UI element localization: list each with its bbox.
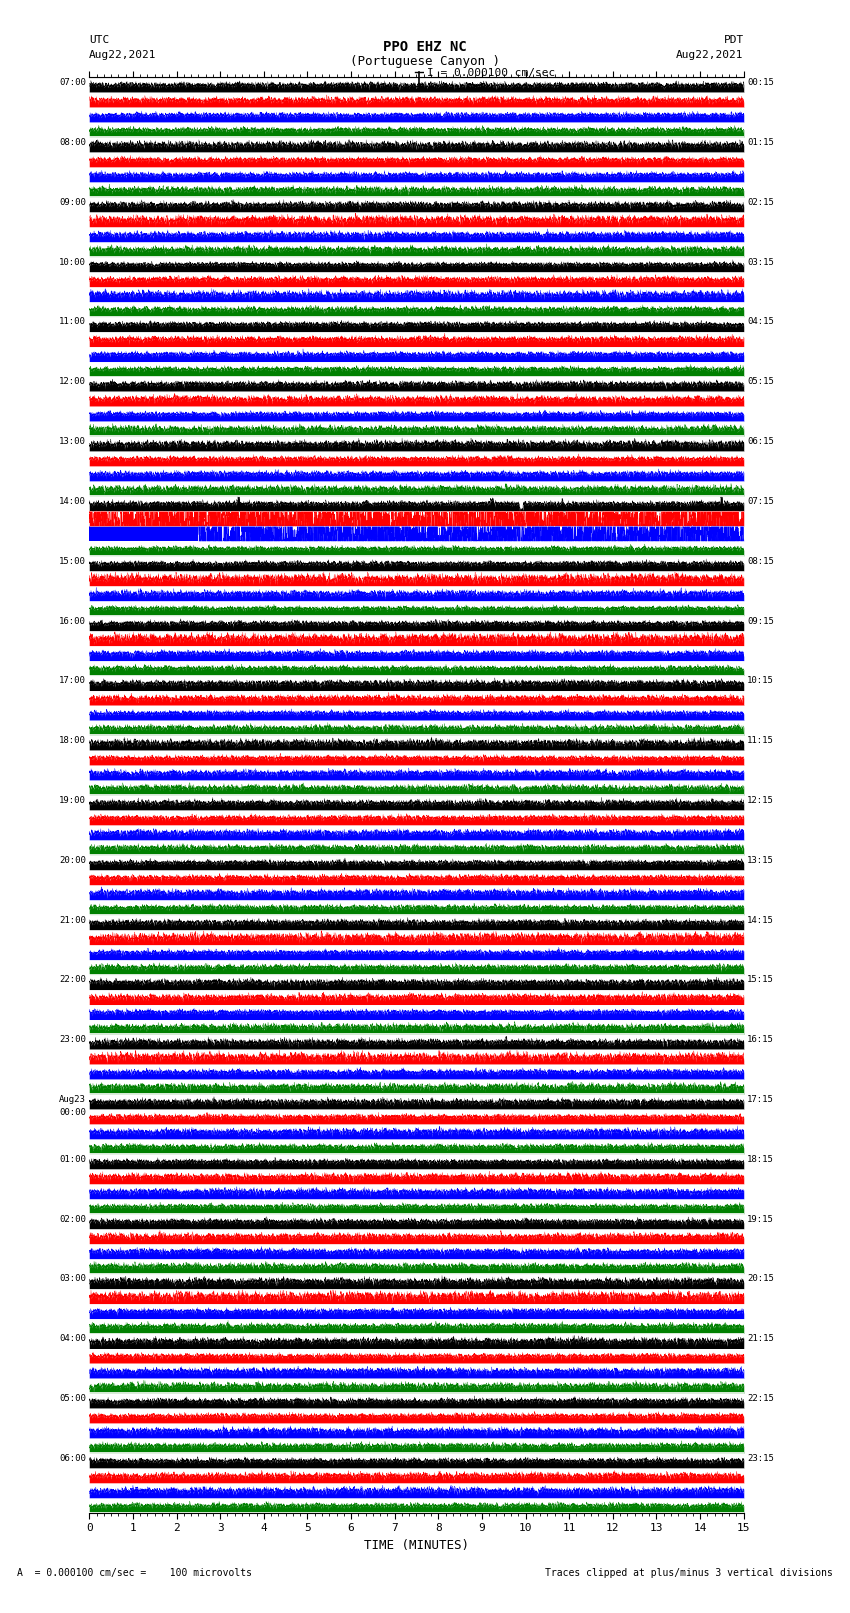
Text: 14:00: 14:00	[60, 497, 86, 506]
Text: 05:15: 05:15	[747, 377, 774, 386]
Text: 15:15: 15:15	[747, 976, 774, 984]
Text: 22:00: 22:00	[60, 976, 86, 984]
Text: 12:00: 12:00	[60, 377, 86, 386]
Text: 19:00: 19:00	[60, 795, 86, 805]
Text: 00:00: 00:00	[60, 1108, 86, 1116]
Text: I = 0.000100 cm/sec: I = 0.000100 cm/sec	[427, 68, 555, 77]
Bar	[89, 526, 198, 540]
Text: 16:15: 16:15	[747, 1036, 774, 1044]
Text: 10:00: 10:00	[60, 258, 86, 266]
Text: Aug22,2021: Aug22,2021	[89, 50, 156, 60]
Text: 20:15: 20:15	[747, 1274, 774, 1284]
Text: 00:15: 00:15	[747, 77, 774, 87]
Text: 02:15: 02:15	[747, 198, 774, 206]
Text: 09:00: 09:00	[60, 198, 86, 206]
Text: 18:15: 18:15	[747, 1155, 774, 1165]
Text: A  = 0.000100 cm/sec =    100 microvolts: A = 0.000100 cm/sec = 100 microvolts	[17, 1568, 252, 1578]
Text: 10:15: 10:15	[747, 676, 774, 686]
Text: 17:15: 17:15	[747, 1095, 774, 1103]
Text: (Portuguese Canyon ): (Portuguese Canyon )	[350, 55, 500, 68]
Text: 01:00: 01:00	[60, 1155, 86, 1165]
Text: Traces clipped at plus/minus 3 vertical divisions: Traces clipped at plus/minus 3 vertical …	[545, 1568, 833, 1578]
Text: 06:15: 06:15	[747, 437, 774, 447]
Text: 07:00: 07:00	[60, 77, 86, 87]
Text: 06:00: 06:00	[60, 1453, 86, 1463]
Text: Aug23: Aug23	[60, 1095, 86, 1103]
Text: 05:00: 05:00	[60, 1394, 86, 1403]
Text: 21:15: 21:15	[747, 1334, 774, 1344]
Text: 03:00: 03:00	[60, 1274, 86, 1284]
Text: 21:00: 21:00	[60, 916, 86, 924]
Text: 09:15: 09:15	[747, 616, 774, 626]
Text: PPO EHZ NC: PPO EHZ NC	[383, 40, 467, 55]
Text: 01:15: 01:15	[747, 139, 774, 147]
Text: UTC: UTC	[89, 35, 110, 45]
Text: 11:00: 11:00	[60, 318, 86, 326]
Text: 13:00: 13:00	[60, 437, 86, 447]
Text: 14:15: 14:15	[747, 916, 774, 924]
Text: 08:15: 08:15	[747, 556, 774, 566]
Text: 19:15: 19:15	[747, 1215, 774, 1224]
Text: 04:15: 04:15	[747, 318, 774, 326]
Text: 23:15: 23:15	[747, 1453, 774, 1463]
Text: 08:00: 08:00	[60, 139, 86, 147]
X-axis label: TIME (MINUTES): TIME (MINUTES)	[364, 1539, 469, 1552]
Text: 16:00: 16:00	[60, 616, 86, 626]
Text: 15:00: 15:00	[60, 556, 86, 566]
Text: 07:15: 07:15	[747, 497, 774, 506]
Text: 18:00: 18:00	[60, 736, 86, 745]
Text: 03:15: 03:15	[747, 258, 774, 266]
Text: 11:15: 11:15	[747, 736, 774, 745]
Text: 17:00: 17:00	[60, 676, 86, 686]
Text: 20:00: 20:00	[60, 857, 86, 865]
Text: 23:00: 23:00	[60, 1036, 86, 1044]
Text: Aug22,2021: Aug22,2021	[677, 50, 744, 60]
Text: 04:00: 04:00	[60, 1334, 86, 1344]
Text: 12:15: 12:15	[747, 795, 774, 805]
Text: 02:00: 02:00	[60, 1215, 86, 1224]
Text: 13:15: 13:15	[747, 857, 774, 865]
Text: PDT: PDT	[723, 35, 744, 45]
Text: 22:15: 22:15	[747, 1394, 774, 1403]
